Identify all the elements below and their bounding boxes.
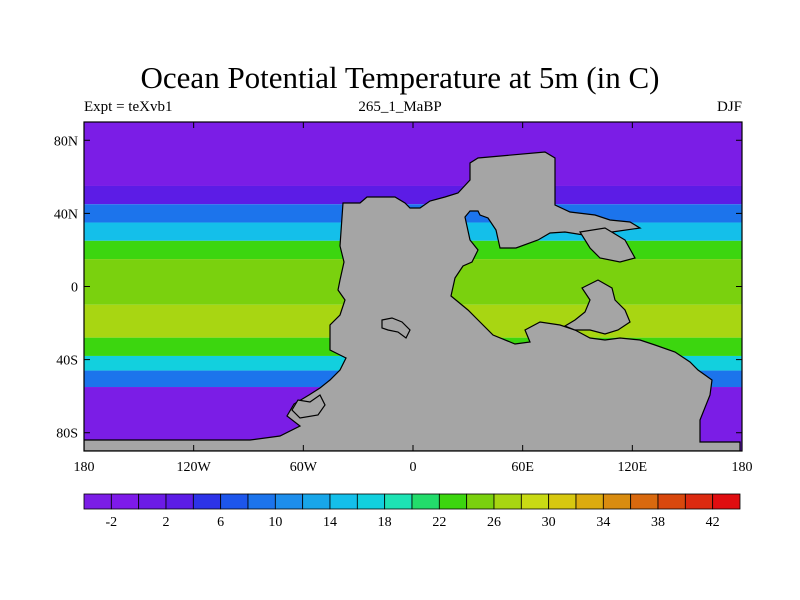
experiment-label: Expt = teXvb1	[84, 99, 173, 115]
colorbar-swatch	[83, 493, 112, 510]
colorbar-swatch	[192, 493, 222, 510]
colorbar-swatch	[274, 493, 304, 510]
x-tick-label: 60E	[511, 460, 534, 475]
colorbar-swatch	[356, 493, 386, 510]
colorbar-swatch	[110, 493, 140, 510]
colorbar-label: 42	[706, 515, 720, 530]
colorbar-swatch	[438, 493, 468, 510]
ocean-band-1	[84, 185, 742, 205]
y-tick-label: 40S	[56, 354, 78, 369]
colorbar-swatch	[657, 493, 686, 510]
colorbar-swatch	[548, 493, 577, 510]
x-tick-label: 120W	[177, 460, 212, 475]
x-tick-label: 120E	[618, 460, 648, 475]
colorbar-label: 6	[217, 515, 224, 530]
x-tick-label: 180	[74, 460, 95, 475]
colorbar-label: 2	[163, 515, 170, 530]
x-tick-label: 180	[732, 460, 753, 475]
colorbar-label: 34	[596, 515, 610, 530]
colorbar-swatch	[493, 493, 522, 510]
y-tick-label: 0	[71, 281, 78, 296]
land-eastern-block	[579, 227, 636, 263]
colorbar-label: 30	[542, 515, 556, 530]
period-label: 265_1_MaBP	[358, 99, 442, 115]
season-label: DJF	[716, 99, 742, 115]
y-tick-label: 80N	[54, 134, 78, 149]
colorbar-swatch	[302, 493, 331, 510]
colorbar-swatch	[602, 493, 632, 510]
land-island-ocean-basin	[381, 317, 411, 339]
colorbar-swatch	[684, 493, 714, 510]
y-tick-label: 80S	[56, 427, 78, 442]
colorbar-label: 22	[432, 515, 446, 530]
x-tick-label: 0	[410, 460, 417, 475]
colorbar-label: 10	[268, 515, 282, 530]
land-island-east	[563, 279, 631, 335]
colorbar-label: 14	[323, 515, 337, 530]
continents-layer	[84, 151, 741, 451]
colorbar-swatch	[411, 493, 440, 510]
colorbar-label: 18	[378, 515, 392, 530]
colorbar-swatch	[329, 493, 358, 510]
colorbar-swatch	[630, 493, 659, 510]
colorbar-swatch	[712, 493, 741, 510]
colorbar-swatch	[138, 493, 167, 510]
colorbar-label: -2	[105, 515, 117, 530]
x-axis: 180 120W 60W 0 60E 120E 180	[74, 122, 753, 475]
x-tick-label: 60W	[290, 460, 318, 475]
colorbar-swatch	[247, 493, 276, 510]
y-axis: 80N 40N 0 40S 80S	[54, 134, 742, 442]
colorbar-swatch	[575, 493, 604, 510]
colorbar-swatch	[165, 493, 194, 510]
ocean-band-0	[84, 122, 742, 186]
colorbar-label: 26	[487, 515, 501, 530]
colorbar-swatch	[220, 493, 249, 510]
map-title: Ocean Potential Temperature at 5m (in C)	[140, 60, 660, 95]
colorbar-swatch	[384, 493, 413, 510]
colorbar-swatch	[466, 493, 495, 510]
y-tick-label: 40N	[54, 207, 78, 222]
colorbar-label: 38	[651, 515, 665, 530]
colorbar-swatch	[520, 493, 550, 510]
land-southern-fragment	[291, 394, 326, 419]
colorbar: -2 2 6 10 14 18 22 26 30 34 38 42	[83, 493, 741, 530]
land-americas	[84, 151, 741, 451]
